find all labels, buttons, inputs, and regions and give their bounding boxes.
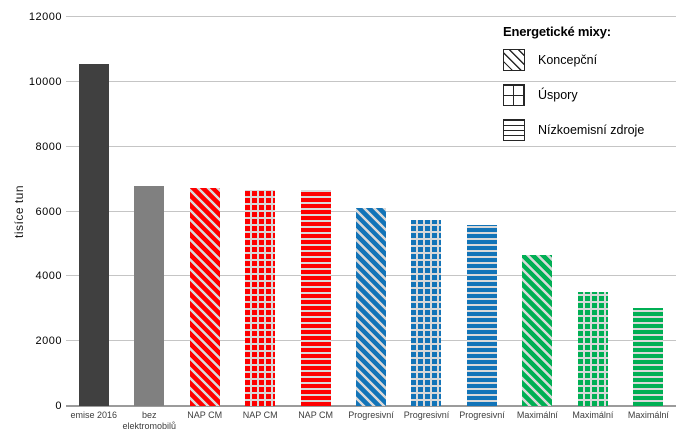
x-axis-labels: emise 2016 bez elektromobilů NAP CM NAP CM N… (66, 410, 676, 433)
x-axis-label: NAP CM (242, 410, 278, 420)
bar-slot (343, 17, 398, 406)
x-axis-label: Maximální (516, 410, 558, 420)
bar-slot (177, 17, 232, 406)
legend-title: Energetické mixy: (503, 24, 611, 39)
legend-item: Nízkoemisní zdroje (503, 119, 644, 141)
x-axis-line (66, 405, 676, 407)
gridline (66, 145, 676, 147)
y-tick-label: 2000 (35, 335, 62, 348)
y-tick-label: 0 (55, 400, 62, 412)
bar (411, 219, 442, 406)
legend-swatch-horizontal-icon (503, 119, 525, 141)
bar (355, 207, 386, 406)
y-tick-label: 4000 (35, 270, 62, 283)
y-tick-label: 12000 (28, 11, 62, 23)
y-tick-label: 10000 (28, 75, 62, 88)
y-tick-label: 6000 (35, 205, 62, 218)
legend-swatch-diagonal-icon (503, 49, 525, 71)
bar (577, 291, 608, 406)
bar-slot (454, 17, 509, 406)
bar (633, 308, 664, 406)
bar-slot (232, 17, 287, 406)
x-axis-label: Maximální (627, 410, 669, 420)
legend-item: Koncepční (503, 49, 644, 71)
y-axis-tick-labels: 0 2000 4000 6000 8000 10000 12000 (0, 11, 62, 412)
bar (189, 188, 220, 406)
x-axis-label: Progresivní (459, 410, 505, 420)
legend: Energetické mixy: Koncepční Úspory Nízkoem… (503, 24, 644, 154)
x-axis-label: Progresivní (348, 410, 394, 420)
bar (522, 254, 553, 406)
plot-area (66, 16, 676, 407)
y-tick-label: 8000 (35, 140, 62, 153)
bar-slot (288, 17, 343, 406)
legend-item-label: Nízkoemisní zdroje (538, 123, 645, 137)
bar (134, 185, 165, 406)
bar (245, 189, 276, 406)
bar-slot (621, 17, 676, 406)
legend-item-label: Koncepční (538, 53, 598, 67)
gridline (66, 80, 676, 82)
x-axis-label: emise 2016 (70, 410, 117, 420)
bar (466, 225, 497, 406)
x-axis-label: Progresivní (403, 410, 450, 420)
bar-slot (510, 17, 565, 406)
legend-item-label: Úspory (538, 88, 578, 102)
bar-slot (121, 17, 176, 406)
x-axis-label: NAP CM (187, 410, 223, 420)
legend-items: Koncepční Úspory Nízkoemisní zdroje (503, 49, 644, 141)
legend-swatch-grid-icon (503, 84, 525, 106)
x-axis-label: bez elektromobilů (122, 410, 176, 432)
bar (300, 190, 331, 406)
bar-slot (565, 17, 620, 406)
legend-item: Úspory (503, 84, 644, 106)
bar (78, 64, 109, 406)
x-axis-label: Maximální (572, 410, 614, 420)
bar-slot (399, 17, 454, 406)
x-axis-label: NAP CM (298, 410, 334, 420)
bar-slot (66, 17, 121, 406)
bars-container (66, 17, 676, 406)
gridline (66, 16, 676, 17)
